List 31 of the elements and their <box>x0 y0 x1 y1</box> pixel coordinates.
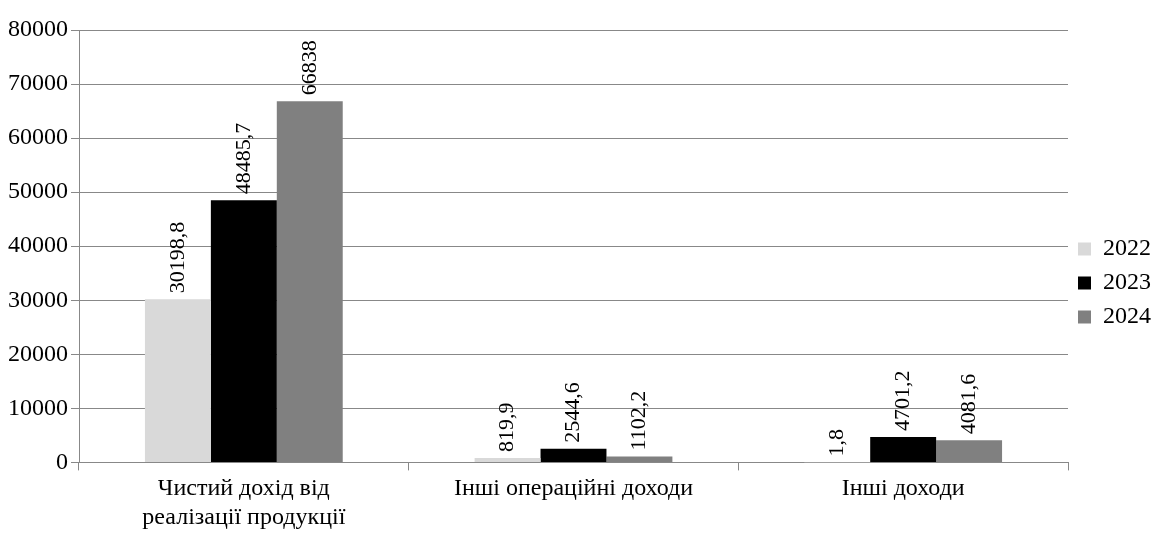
y-tick-label: 0 <box>56 447 68 474</box>
data-label: 1102,2 <box>625 390 651 451</box>
y-tick-label: 80000 <box>8 15 68 42</box>
data-label: 1,8 <box>823 428 849 457</box>
y-tick-label: 70000 <box>8 69 68 96</box>
y-tick-label: 50000 <box>8 177 68 204</box>
data-label: 48485,7 <box>229 122 255 195</box>
bar <box>210 200 277 462</box>
y-tick-label: 20000 <box>8 339 68 366</box>
legend-label: 2024 <box>1103 302 1151 329</box>
y-tick-label: 30000 <box>8 285 68 312</box>
data-label: 66838 <box>295 40 321 96</box>
data-label: 30198,8 <box>163 221 189 294</box>
bar <box>474 457 541 462</box>
legend-label: 2023 <box>1103 268 1151 295</box>
data-label: 819,9 <box>493 402 519 452</box>
y-tick-label: 40000 <box>8 231 68 258</box>
y-tick-label: 60000 <box>8 123 68 150</box>
x-tick-label: Інші операційні доходи <box>453 474 694 501</box>
bar <box>144 299 211 462</box>
bar <box>606 456 673 462</box>
x-tick-label: Чистий дохід від реалізації продукції <box>142 474 346 529</box>
data-label: 2544,6 <box>559 382 585 443</box>
bar <box>870 436 937 462</box>
x-tick-label: Інші доходи <box>841 474 965 501</box>
legend-label: 2022 <box>1103 234 1151 261</box>
bar <box>936 440 1003 462</box>
y-tick-label: 10000 <box>8 393 68 420</box>
bar <box>540 448 607 462</box>
data-label: 4081,6 <box>954 373 980 435</box>
data-label: 4701,2 <box>888 370 914 431</box>
